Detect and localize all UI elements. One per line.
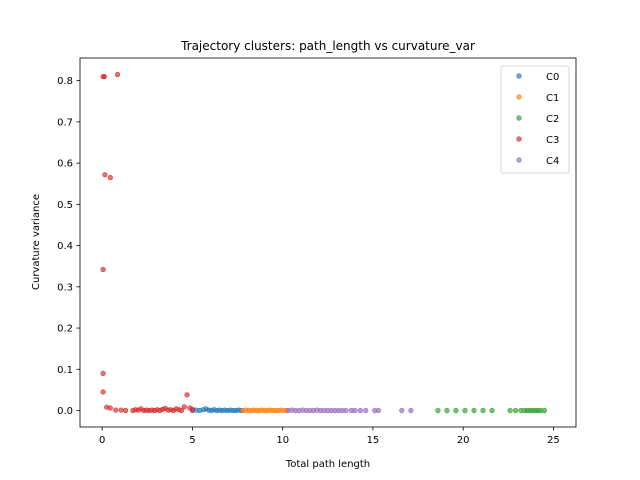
x-tick-label: 10 bbox=[276, 435, 289, 446]
data-points bbox=[100, 71, 548, 414]
legend-label: C2 bbox=[546, 114, 559, 125]
data-point bbox=[471, 407, 477, 414]
x-tick-label: 25 bbox=[547, 435, 560, 446]
data-point bbox=[114, 71, 121, 78]
data-point bbox=[184, 392, 190, 398]
legend-label: C1 bbox=[546, 93, 559, 104]
y-tick-label: 0.0 bbox=[57, 406, 73, 417]
data-point bbox=[100, 266, 106, 273]
x-axis: 0 5 10 15 20 25 bbox=[99, 427, 560, 446]
legend: C0 C1 C2 C3 C4 bbox=[500, 65, 570, 174]
data-point bbox=[357, 407, 363, 414]
plot-border bbox=[79, 57, 577, 428]
y-tick-label: 0.4 bbox=[57, 241, 73, 252]
data-point bbox=[181, 404, 187, 410]
data-point bbox=[512, 407, 519, 414]
data-point bbox=[399, 407, 405, 414]
y-tick-label: 0.1 bbox=[57, 365, 73, 376]
series-c1 bbox=[240, 407, 289, 414]
legend-marker bbox=[516, 115, 522, 121]
x-tick-label: 5 bbox=[189, 435, 195, 446]
legend-label: C3 bbox=[546, 135, 559, 146]
data-point bbox=[541, 407, 548, 414]
legend-marker bbox=[516, 136, 522, 142]
legend-entries: C0 C1 C2 C3 C4 bbox=[516, 72, 559, 167]
legend-label: C0 bbox=[546, 72, 559, 83]
legend-label: C4 bbox=[546, 156, 559, 167]
data-point bbox=[480, 407, 486, 414]
y-tick-label: 0.5 bbox=[57, 200, 73, 211]
y-tick-label: 0.3 bbox=[57, 282, 73, 293]
y-tick-label: 0.2 bbox=[57, 324, 73, 335]
data-point bbox=[189, 406, 196, 412]
series-c3 bbox=[100, 71, 196, 414]
x-axis-label: Total path length bbox=[285, 459, 370, 470]
y-tick-label: 0.7 bbox=[57, 117, 73, 128]
data-point bbox=[102, 172, 108, 178]
y-tick-label: 0.6 bbox=[57, 159, 73, 170]
data-point bbox=[123, 407, 129, 414]
y-axis: 0.0 0.1 0.2 0.3 0.4 0.5 0.6 0.7 0.8 bbox=[57, 76, 80, 417]
y-tick-label: 0.8 bbox=[57, 76, 73, 87]
data-point bbox=[462, 407, 468, 414]
y-axis-label: Curvature variance bbox=[31, 194, 42, 290]
data-point bbox=[435, 407, 441, 414]
series-c4 bbox=[285, 407, 414, 414]
data-point bbox=[113, 407, 119, 413]
data-point bbox=[408, 407, 414, 414]
legend-frame bbox=[500, 65, 570, 174]
series-c2 bbox=[435, 407, 548, 414]
data-point bbox=[453, 407, 459, 414]
data-point bbox=[118, 407, 124, 413]
x-tick-label: 20 bbox=[457, 435, 470, 446]
data-point bbox=[179, 407, 185, 414]
data-point bbox=[100, 389, 106, 395]
data-point bbox=[363, 407, 369, 414]
legend-marker bbox=[516, 94, 522, 100]
data-point bbox=[107, 405, 113, 411]
data-point bbox=[101, 73, 107, 80]
data-point bbox=[375, 407, 381, 414]
legend-marker bbox=[516, 157, 522, 163]
x-tick-label: 15 bbox=[367, 435, 380, 446]
data-point bbox=[343, 407, 349, 414]
data-point bbox=[507, 407, 513, 414]
series-c0 bbox=[189, 406, 244, 414]
plot-area bbox=[80, 58, 576, 427]
data-point bbox=[444, 407, 450, 414]
data-point bbox=[489, 407, 495, 414]
data-point bbox=[107, 174, 113, 181]
legend-marker bbox=[516, 73, 522, 79]
chart-title: Trajectory clusters: path_length vs curv… bbox=[180, 39, 475, 53]
data-point bbox=[352, 407, 358, 414]
x-tick-label: 0 bbox=[99, 435, 105, 446]
data-point bbox=[100, 370, 106, 377]
